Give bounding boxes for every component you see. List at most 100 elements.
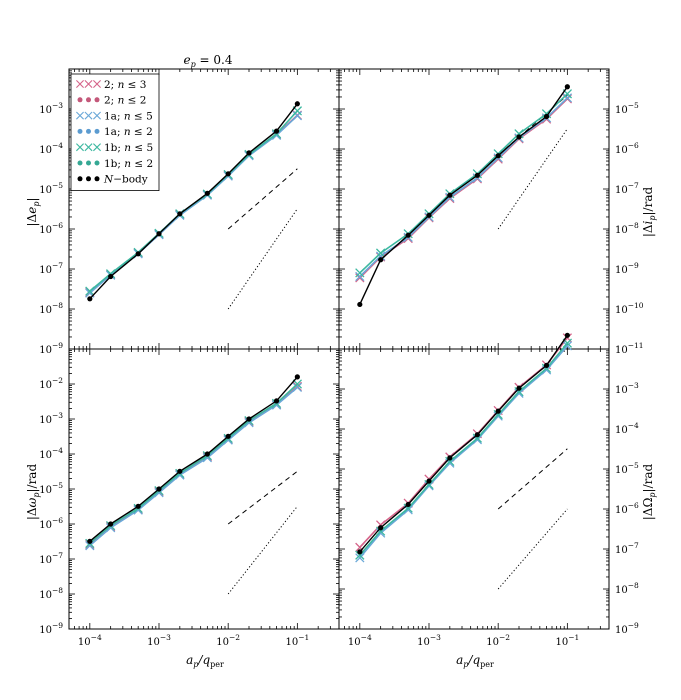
series-line-nbody: [359, 86, 568, 305]
point-nbody: [405, 232, 411, 238]
point-nbody: [108, 273, 114, 280]
legend-marker: [77, 160, 83, 166]
y-tick-label: 10−5: [615, 461, 639, 476]
x-tick-label: 10−2: [486, 633, 510, 648]
point-nbody: [273, 128, 280, 134]
legend-marker: [86, 176, 91, 182]
x-tick-label: 10−3: [417, 633, 441, 648]
y-tick-label: 10−5: [39, 181, 63, 196]
reference-line-dotted: [497, 508, 568, 590]
point-s1bn5: [472, 433, 483, 443]
legend-label: 1a; n ≤ 2: [104, 126, 153, 138]
panels: 10−3 10−4 10−5 10−6 10−7 10−8 10−9 10−5 10−6 10−7…: [39, 68, 644, 648]
y-tick-label: 10−6: [39, 516, 63, 531]
y-tick-label: 10−9: [39, 341, 63, 356]
y-tick-label: 10−4: [39, 446, 63, 461]
point-s1bn5: [375, 526, 386, 536]
point-nbody: [246, 150, 252, 156]
y-axis-label-bottom-left: |Δωp|/rad: [25, 464, 41, 521]
legend: 2; n ≤ 3 2; n ≤ 2 1a; n ≤ 5 1a; n ≤ 2 1b; n …: [70, 73, 160, 191]
series-line-nbody: [89, 376, 298, 542]
point-s1an5: [154, 488, 164, 498]
point-s1an5: [244, 418, 254, 428]
legend-marker: [76, 143, 84, 152]
series-line-s2n3: [359, 337, 569, 548]
legend-marker: [93, 143, 101, 152]
legend-entry-s1bn5: 1b; n ≤ 5: [76, 142, 153, 154]
y-tick-label: 10−4: [39, 141, 63, 156]
x-axis-label-right: ap/qper: [456, 653, 494, 669]
y-tick-label: 10−6: [39, 221, 63, 236]
point-nbody: [516, 134, 522, 140]
panel-bottom-right: 10−4 10−3 10−2 10−1 10−3 10−4 10−5 10−6 10−7 10−8…: [338, 332, 639, 648]
y-tick-label: 10−9: [39, 621, 63, 636]
panel-frame: [338, 68, 610, 350]
series-line-s1bn5: [359, 342, 569, 556]
point-s1an5: [355, 271, 365, 282]
series-line-s1an5: [359, 345, 569, 559]
point-s1bn5: [85, 286, 95, 296]
y-tick-label: 10−5: [615, 101, 639, 116]
legend-marker: [77, 97, 83, 103]
y-tick-label: 10−2: [39, 376, 63, 391]
y-axis-label-bottom-right: |ΔΩp|/rad: [641, 463, 657, 520]
point-nbody: [204, 190, 210, 196]
y-tick-label: 10−3: [39, 101, 63, 116]
point-s1bn5: [541, 363, 552, 373]
legend-entry-s1an5: 1a; n ≤ 5: [76, 110, 153, 122]
figure-title: ep = 0.4: [183, 53, 232, 69]
y-tick-label: 10−6: [615, 141, 639, 156]
legend-marker: [84, 80, 93, 88]
point-nbody: [564, 84, 570, 90]
y-tick-label: 10−7: [615, 181, 639, 196]
legend-entry-s1an2: 1a; n ≤ 2: [77, 126, 153, 138]
point-s1bn5: [514, 386, 524, 397]
y-tick-label: 10−10: [615, 301, 644, 316]
point-nbody: [378, 257, 384, 263]
panel-bottom-left: 10−4 10−3 10−2 10−1 10−2 10−3 10−4 10−5 10−6 10−7…: [39, 348, 340, 648]
point-nbody: [87, 538, 93, 544]
legend-marker: [76, 111, 84, 120]
legend-marker: [86, 97, 91, 103]
y-tick-label: 10−7: [39, 551, 63, 566]
point-s1bn5: [355, 268, 365, 278]
point-s1bn5: [541, 109, 552, 119]
point-nbody: [495, 153, 501, 159]
panel-top-left: 10−3 10−4 10−5 10−6 10−7 10−8 10−9: [39, 68, 340, 356]
legend-marker: [94, 160, 100, 166]
panel-top-right: 10−5 10−6 10−7 10−8 10−9 10−10 10−11: [338, 68, 644, 356]
series-line-nbody: [89, 103, 298, 300]
legend-marker: [86, 128, 91, 134]
point-nbody: [177, 468, 183, 474]
y-tick-label: 10−8: [615, 581, 639, 596]
point-nbody: [405, 501, 411, 508]
point-nbody: [474, 172, 480, 178]
point-nbody: [357, 301, 363, 308]
point-nbody: [426, 212, 432, 218]
reference-line-dashed: [497, 448, 568, 510]
point-s1bn5: [375, 248, 386, 258]
y-tick-label: 10−7: [39, 261, 63, 276]
point-nbody: [543, 113, 550, 120]
point-nbody: [108, 521, 114, 527]
point-s1an5: [133, 505, 143, 515]
point-s1bn5: [403, 503, 413, 513]
legend-marker: [84, 143, 93, 152]
x-tick-label: 10−1: [285, 633, 309, 648]
point-s1bn5: [105, 269, 116, 279]
point-nbody: [273, 398, 280, 404]
reference-line-dotted: [227, 208, 298, 310]
reference-line-dashed: [227, 168, 298, 230]
y-axis-label-top-left: |Δep|: [25, 198, 41, 227]
legend-label: 2; n ≤ 3: [104, 79, 146, 91]
y-tick-label: 10−6: [615, 501, 639, 516]
series-line-s1bn5: [89, 383, 298, 544]
point-nbody: [447, 192, 453, 198]
x-tick-label: 10−3: [147, 633, 171, 648]
point-nbody: [543, 362, 550, 368]
y-tick-label: 10−9: [615, 621, 639, 636]
reference-line-dotted: [227, 506, 298, 595]
legend-label: 1b; n ≤ 5: [104, 142, 153, 154]
point-nbody: [225, 171, 231, 177]
point-s2n3: [355, 542, 365, 553]
